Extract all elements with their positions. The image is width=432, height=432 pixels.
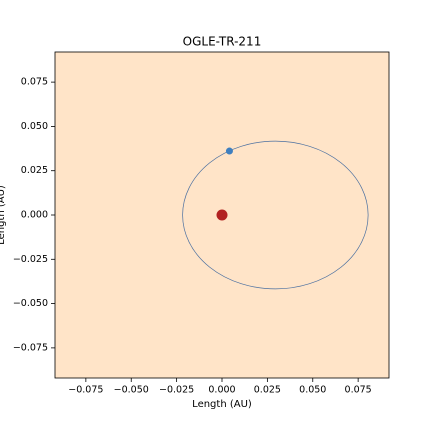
x-tick-label: −0.050 <box>114 385 149 396</box>
y-tick-label: 0.000 <box>21 210 48 221</box>
y-tick-label: −0.025 <box>13 254 48 265</box>
planet <box>225 147 233 155</box>
x-tick-label: 0.000 <box>208 385 235 396</box>
y-tick-label: 0.050 <box>21 121 48 132</box>
x-tick-label: 0.075 <box>345 385 372 396</box>
x-tick-label: −0.025 <box>159 385 194 396</box>
plot-frame <box>54 51 390 379</box>
orbit <box>182 140 369 290</box>
chart-title: OGLE-TR-211 <box>183 35 262 49</box>
star <box>216 209 228 221</box>
x-tick-label: −0.075 <box>68 385 103 396</box>
x-axis-label: Length (AU) <box>192 399 252 410</box>
y-axis-label: Length (AU) <box>0 185 7 245</box>
y-tick-label: −0.050 <box>13 298 48 309</box>
x-tick-label: 0.025 <box>254 385 281 396</box>
y-tick-label: −0.075 <box>13 342 48 353</box>
y-tick-label: 0.025 <box>21 165 48 176</box>
x-tick-label: 0.050 <box>299 385 326 396</box>
y-tick-label: 0.075 <box>21 77 48 88</box>
